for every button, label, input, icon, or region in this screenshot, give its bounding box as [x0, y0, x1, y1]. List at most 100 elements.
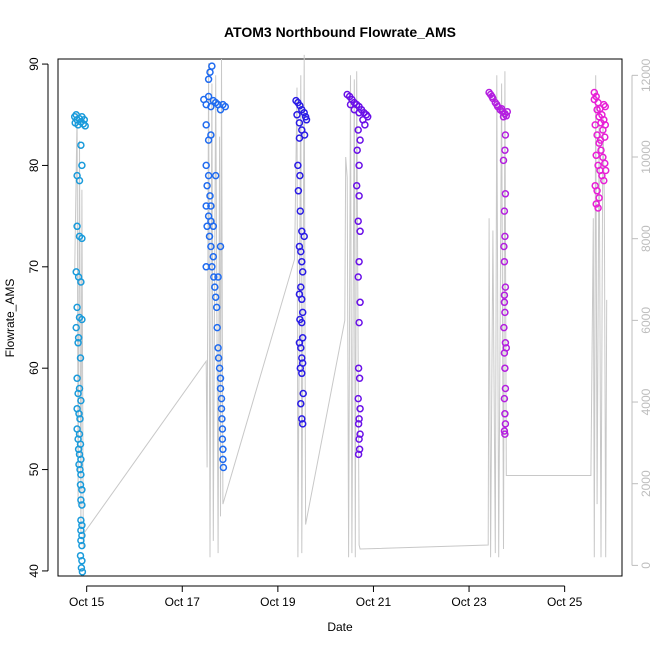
- data-point: [501, 308, 509, 317]
- data-point: [599, 126, 607, 134]
- data-point: [502, 344, 511, 352]
- y2-tick-label: 0: [639, 562, 650, 569]
- data-point: [353, 146, 361, 154]
- data-point: [352, 181, 361, 190]
- data-point: [296, 101, 304, 110]
- data-point: [298, 318, 306, 327]
- data-point: [208, 62, 216, 70]
- data-point: [501, 131, 510, 139]
- chart-title: ATOM3 Northbound Flowrate_AMS: [224, 24, 456, 40]
- data-point: [78, 521, 86, 530]
- data-point: [503, 107, 512, 116]
- data-point: [298, 354, 306, 362]
- data-point: [77, 496, 85, 504]
- data-point: [207, 131, 215, 139]
- data-point: [300, 232, 308, 241]
- line-series: [74, 54, 608, 558]
- data-point: [354, 273, 362, 281]
- data-point: [78, 541, 86, 550]
- data-point: [221, 102, 230, 111]
- data-point: [501, 146, 509, 154]
- data-point: [74, 334, 83, 342]
- data-point: [81, 122, 89, 130]
- data-point: [205, 232, 214, 241]
- data-point: [202, 161, 210, 170]
- data-point: [294, 187, 303, 195]
- data-point: [78, 161, 86, 170]
- data-point: [298, 420, 307, 428]
- data-point: [206, 68, 214, 76]
- data-point: [294, 161, 302, 170]
- data-point: [211, 293, 220, 301]
- data-point: [501, 430, 509, 438]
- data-point: [296, 207, 305, 215]
- y-axis-right: 0 2000 4000 6000 8000 10000 12000: [631, 58, 650, 569]
- data-point: [298, 415, 306, 423]
- data-point: [590, 88, 599, 97]
- data-point: [216, 374, 225, 383]
- data-point: [218, 435, 227, 443]
- data-point: [501, 410, 509, 418]
- data-point: [497, 104, 506, 113]
- data-point: [501, 364, 509, 372]
- x-tick-label: Oct 21: [356, 595, 392, 609]
- x-tick-label: Oct 19: [260, 595, 296, 609]
- data-point: [298, 334, 307, 342]
- data-point: [298, 369, 306, 378]
- data-point: [209, 222, 218, 231]
- data-point: [76, 354, 85, 362]
- data-point: [593, 105, 601, 114]
- data-point: [354, 217, 362, 225]
- data-point: [73, 222, 81, 231]
- data-point: [77, 396, 85, 405]
- y-tick-label: 50: [27, 463, 41, 477]
- y-tick-label: 70: [27, 260, 41, 274]
- x-tick-label: Oct 23: [451, 595, 487, 609]
- data-point: [295, 134, 304, 142]
- data-point: [355, 318, 363, 327]
- x-axis: Oct 15 Oct 17 Oct 19 Oct 21 Oct 23 Oct 25: [69, 585, 583, 609]
- data-point: [77, 516, 85, 524]
- data-point: [77, 536, 85, 545]
- data-point: [76, 465, 84, 474]
- data-point: [501, 283, 510, 291]
- data-point: [354, 420, 363, 428]
- data-point: [500, 323, 508, 332]
- y2-tick-label: 6000: [639, 307, 650, 334]
- data-point: [213, 323, 221, 332]
- data-point: [79, 120, 88, 128]
- data-point: [501, 420, 510, 428]
- data-point: [77, 470, 85, 479]
- data-point: [493, 100, 501, 109]
- data-point: [78, 568, 87, 576]
- data-point: [218, 425, 227, 433]
- data-point: [215, 364, 224, 372]
- data-point: [600, 100, 608, 109]
- y-tick-label: 40: [27, 564, 41, 578]
- data-point: [500, 291, 509, 299]
- data-point: [356, 298, 364, 307]
- data-point: [298, 268, 307, 276]
- data-point: [500, 298, 509, 307]
- data-point: [76, 415, 84, 423]
- data-point: [501, 339, 510, 347]
- data-point: [356, 404, 364, 413]
- data-point: [597, 146, 605, 154]
- data-point: [298, 295, 306, 304]
- data-point: [500, 394, 509, 403]
- points-layer: [70, 62, 610, 576]
- data-point: [78, 486, 86, 494]
- data-point: [72, 323, 80, 332]
- data-point: [217, 394, 226, 403]
- x-tick-label: Oct 15: [69, 595, 105, 609]
- data-point: [74, 339, 82, 347]
- data-point: [592, 200, 600, 208]
- y2-tick-label: 2000: [639, 470, 650, 497]
- data-point: [216, 384, 225, 393]
- data-point: [207, 202, 215, 210]
- data-point: [590, 95, 599, 104]
- data-point: [361, 121, 369, 129]
- x-tick-label: Oct 25: [547, 595, 583, 609]
- data-point: [204, 171, 213, 180]
- data-point: [298, 257, 306, 266]
